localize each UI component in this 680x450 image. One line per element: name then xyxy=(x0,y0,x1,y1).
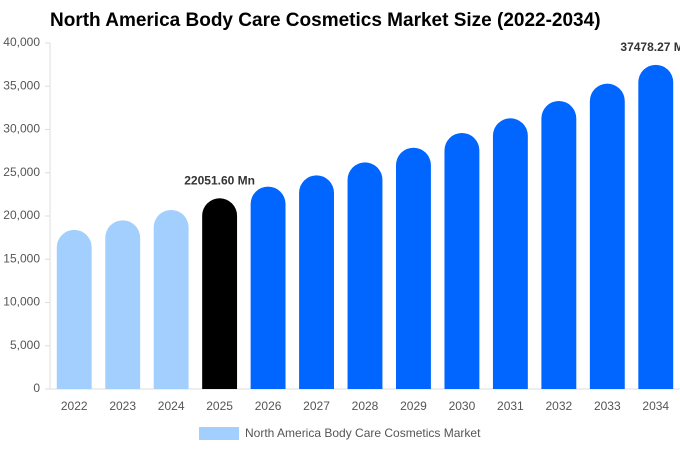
x-tick-label: 2034 xyxy=(642,399,669,413)
bar xyxy=(444,132,480,389)
bar xyxy=(541,100,577,389)
y-tick-label: 40,000 xyxy=(3,35,40,49)
bar xyxy=(56,229,92,389)
data-label: 37478.27 Mn xyxy=(620,40,680,54)
y-tick-label: 5,000 xyxy=(10,338,40,352)
bar xyxy=(153,209,189,389)
chart-title: North America Body Care Cosmetics Market… xyxy=(50,10,601,31)
bar xyxy=(202,198,238,389)
x-tick-label: 2022 xyxy=(61,399,88,413)
y-tick-label: 25,000 xyxy=(3,165,40,179)
bar xyxy=(347,162,383,389)
x-tick-label: 2025 xyxy=(206,399,233,413)
x-tick-label: 2032 xyxy=(545,399,572,413)
x-tick-label: 2023 xyxy=(109,399,136,413)
y-tick-label: 35,000 xyxy=(3,78,40,92)
x-tick-label: 2029 xyxy=(400,399,427,413)
bar xyxy=(396,147,431,389)
x-tick-label: 2028 xyxy=(352,399,379,413)
x-tick-label: 2027 xyxy=(303,399,330,413)
legend-swatch xyxy=(199,427,239,440)
x-tick-label: 2033 xyxy=(594,399,621,413)
bar xyxy=(589,83,625,390)
data-label: 22051.60 Mn xyxy=(184,173,255,187)
x-tick-label: 2024 xyxy=(158,399,185,413)
bar xyxy=(638,64,674,390)
y-tick-label: 10,000 xyxy=(3,295,40,309)
x-tick-label: 2026 xyxy=(255,399,282,413)
y-tick-label: 30,000 xyxy=(3,122,40,136)
x-tick-label: 2030 xyxy=(449,399,476,413)
y-tick-label: 15,000 xyxy=(3,251,40,265)
bar xyxy=(299,175,334,389)
y-tick-label: 20,000 xyxy=(3,208,40,222)
bar xyxy=(105,220,141,389)
legend-label: North America Body Care Cosmetics Market xyxy=(245,426,481,440)
bar xyxy=(492,118,528,390)
y-tick-label: 0 xyxy=(33,381,40,395)
x-tick-label: 2031 xyxy=(497,399,524,413)
bar xyxy=(250,186,286,389)
